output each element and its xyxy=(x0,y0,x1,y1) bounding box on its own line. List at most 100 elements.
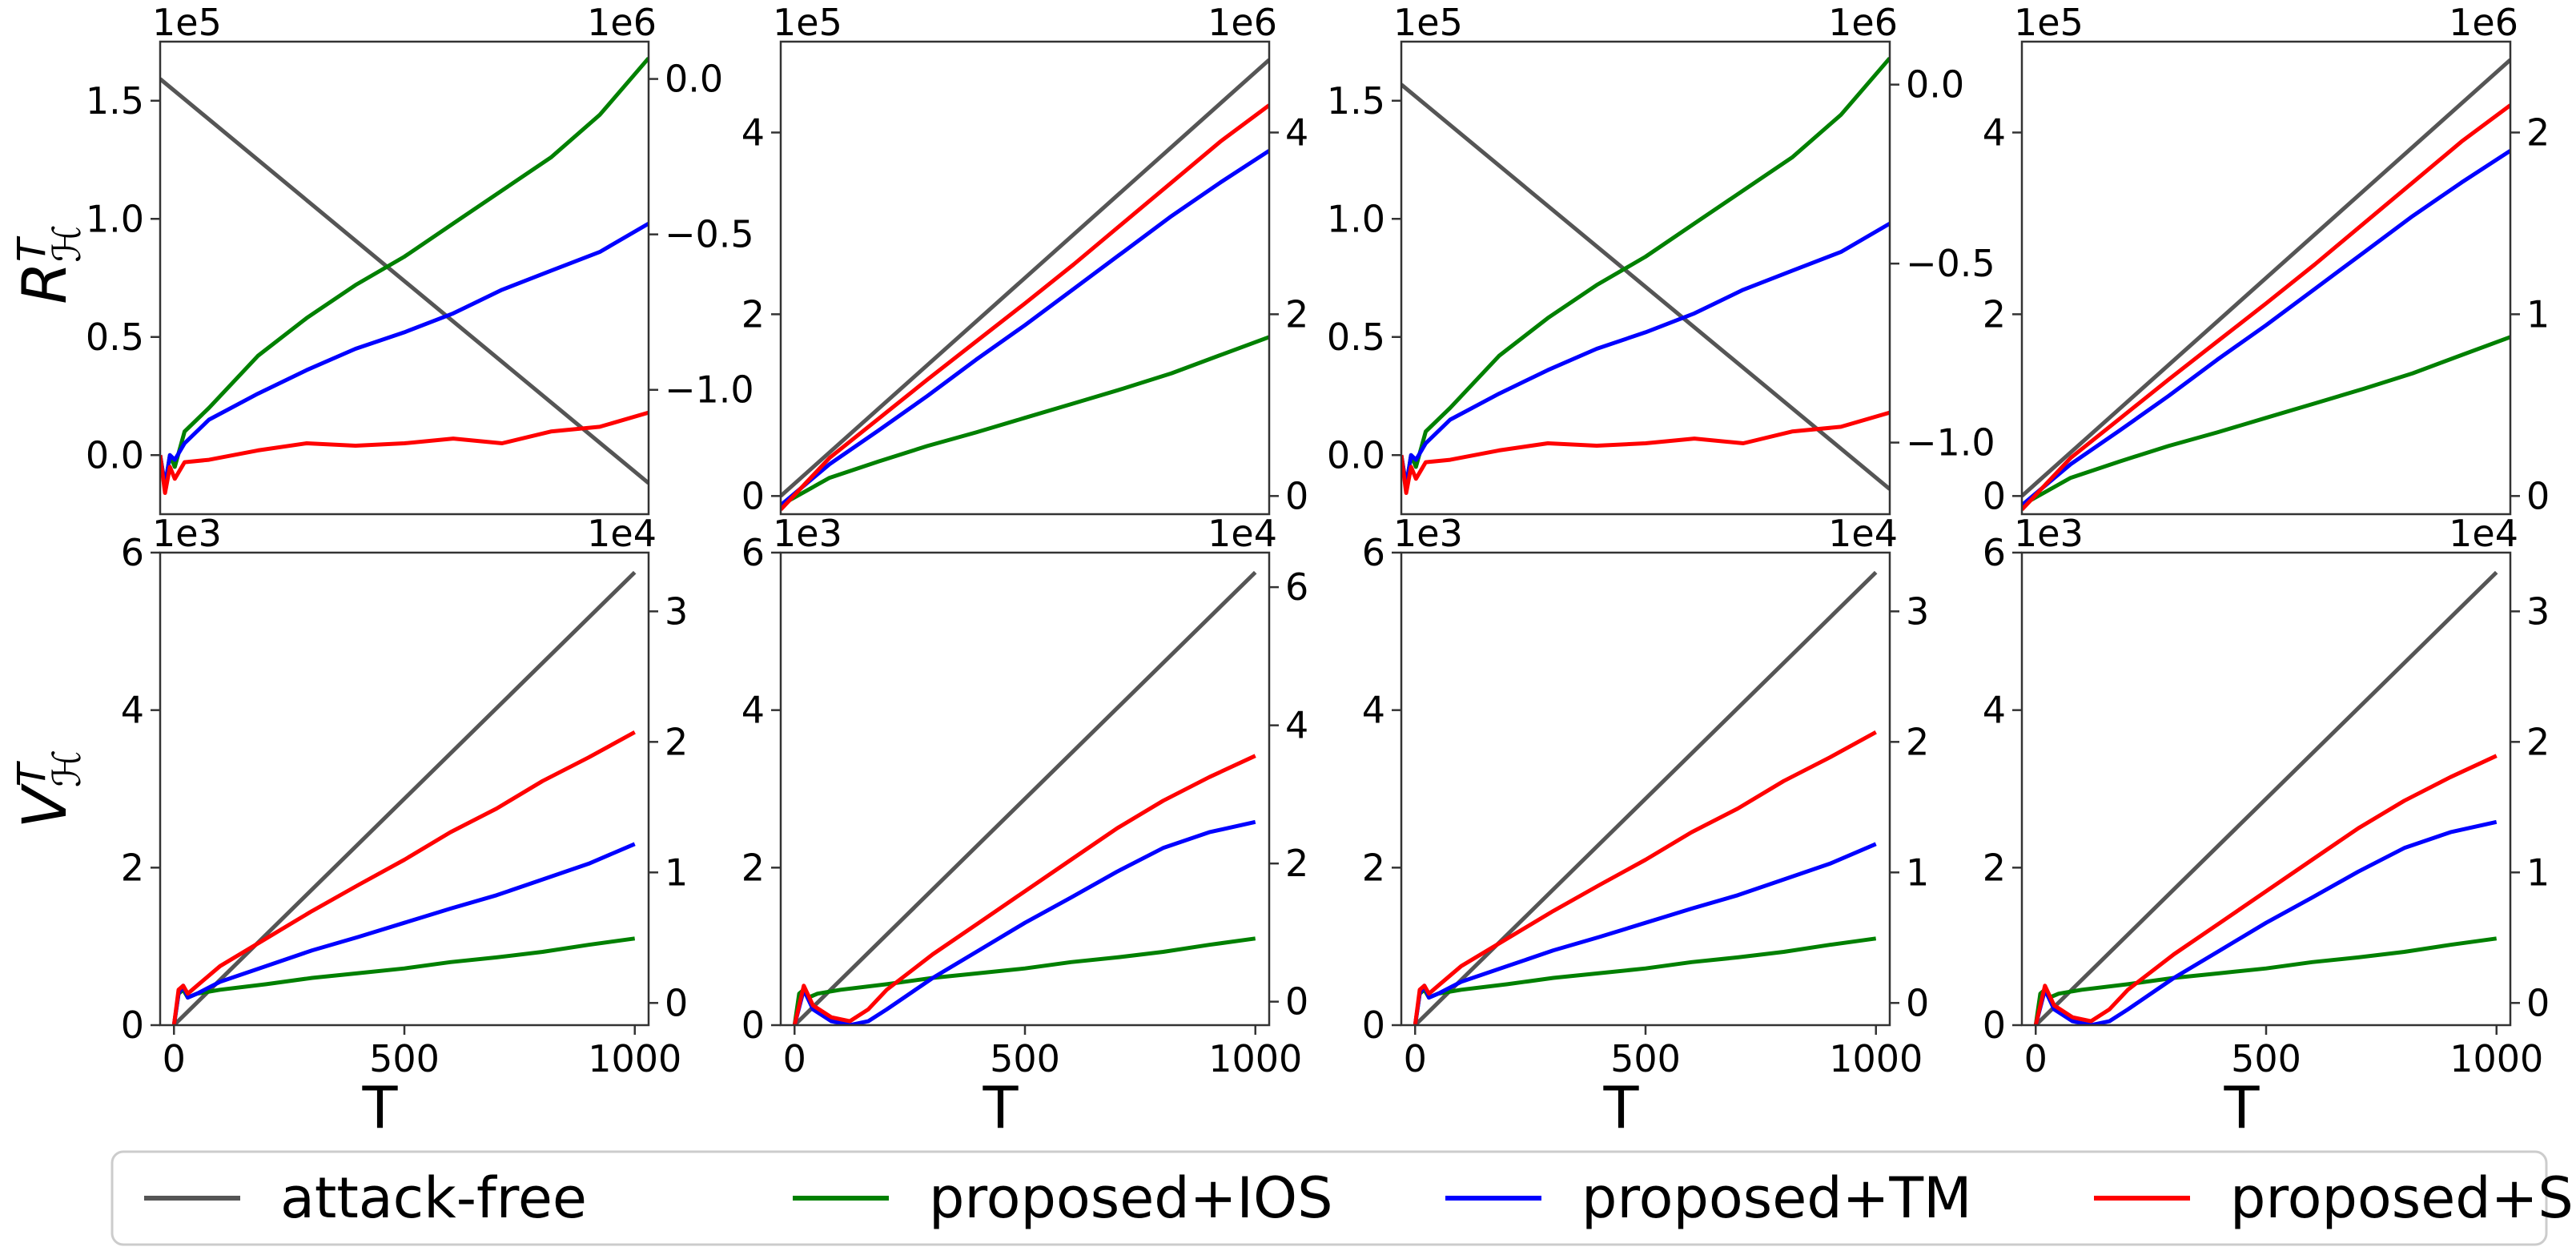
left-tick-label: 4 xyxy=(1983,111,2006,154)
chart-panel-7: 0 2 4 6 0 1 2 3 1e3 1e4 0 500 1000 T xyxy=(1362,512,1930,1141)
chart-panel-1: 0.0 0.5 1.0 1.5 0.0 −0.5 −1.0 1e5 1e6 xyxy=(86,1,754,516)
axes-frame xyxy=(2020,40,2512,516)
right-tick-label: 3 xyxy=(2526,589,2550,633)
series-line-attack-free xyxy=(2034,570,2498,1025)
x-tick-label: 500 xyxy=(990,1037,1060,1080)
right-scale-label: 1e4 xyxy=(1828,512,1898,555)
left-tick-label: 2 xyxy=(121,846,144,889)
right-scale-label: 1e4 xyxy=(1208,512,1277,555)
right-tick-label: 2 xyxy=(2526,111,2550,154)
left-tick-label: 4 xyxy=(1983,689,2006,732)
legend: attack-free proposed+IOS proposed+TM propos… xyxy=(111,1150,2576,1246)
left-tick-label: 2 xyxy=(741,846,765,889)
right-scale-label: 1e6 xyxy=(587,1,657,44)
x-tick-label: 0 xyxy=(1404,1037,1427,1080)
right-tick-label: 2 xyxy=(1285,292,1308,336)
right-scale-label: 1e6 xyxy=(1828,1,1898,44)
right-tick-label: 4 xyxy=(1285,704,1308,747)
left-tick-label: 0.0 xyxy=(86,433,144,477)
right-tick-label: −1.0 xyxy=(1906,421,1995,465)
series-line-proposed+TM xyxy=(2022,149,2510,507)
axes-frame xyxy=(1400,40,1891,516)
legend-label: proposed+TM xyxy=(1581,1165,1972,1231)
chart-panel-3: 0.0 0.5 1.0 1.5 0.0 −0.5 −1.0 1e5 1e6 xyxy=(1327,1,1995,516)
x-tick-label: 1000 xyxy=(588,1037,681,1080)
x-axis-label: T xyxy=(362,1074,399,1141)
series-line-proposed+SCC xyxy=(2033,754,2498,1025)
chart-panel-2: 0 2 4 0 2 4 1e5 1e6 xyxy=(741,1,1309,517)
x-tick-label: 500 xyxy=(2231,1037,2301,1080)
right-scale-label: 1e4 xyxy=(2449,512,2518,555)
series-line-proposed+IOS xyxy=(1401,56,1890,489)
legend-frame xyxy=(111,1150,2548,1246)
right-tick-label: 0.0 xyxy=(665,58,723,101)
x-axis-label: T xyxy=(2224,1074,2261,1141)
left-scale-label: 1e5 xyxy=(1393,1,1463,44)
right-tick-label: 0 xyxy=(2526,474,2550,517)
right-tick-label: 4 xyxy=(1285,111,1308,154)
legend-item-proposed+SCC: proposed+SCC xyxy=(2094,1165,2576,1231)
left-tick-label: 6 xyxy=(121,531,144,574)
row-label-bottom: VTℋ xyxy=(9,750,90,829)
right-tick-label: 1 xyxy=(2526,851,2550,894)
x-axis-label: T xyxy=(1603,1074,1640,1141)
left-tick-label: 1.0 xyxy=(1327,197,1385,240)
axes-frame xyxy=(2020,551,2512,1027)
series-line-proposed+TM xyxy=(781,149,1269,507)
row-label-top: RTℋ xyxy=(9,224,90,304)
left-tick-label: 0.0 xyxy=(1327,433,1385,477)
legend-item-attack-free: attack-free xyxy=(144,1165,587,1231)
right-tick-label: 0 xyxy=(1285,474,1308,517)
series-line-proposed+SCC xyxy=(792,754,1256,1025)
series-line-attack-free xyxy=(2022,58,2510,498)
x-tick-label: 1000 xyxy=(2449,1037,2543,1080)
x-tick-label: 500 xyxy=(1610,1037,1681,1080)
chart-panel-4: 0 2 4 0 1 2 1e5 1e6 xyxy=(1983,1,2550,517)
x-tick-label: 1000 xyxy=(1829,1037,1923,1080)
legend-item-proposed+TM: proposed+TM xyxy=(1445,1165,1972,1231)
left-tick-label: 2 xyxy=(1983,292,2006,336)
left-tick-label: 0 xyxy=(1983,474,2006,517)
plot-area xyxy=(1401,56,1890,495)
left-tick-label: 0 xyxy=(741,474,765,517)
plot-area xyxy=(2033,570,2498,1025)
legend-item-proposed+IOS: proposed+IOS xyxy=(793,1165,1333,1231)
plot-area xyxy=(781,58,1269,512)
series-line-proposed+TM xyxy=(1401,221,1890,489)
plot-area xyxy=(2022,58,2510,512)
series-line-proposed+SCC xyxy=(1413,730,1877,1025)
series-line-proposed+TM xyxy=(160,221,649,489)
series-line-attack-free xyxy=(793,570,1257,1025)
legend-label: proposed+IOS xyxy=(929,1165,1333,1231)
right-tick-label: 2 xyxy=(2526,720,2550,763)
x-axis-label: T xyxy=(983,1074,1019,1141)
left-tick-label: 0.5 xyxy=(1327,316,1385,359)
series-line-proposed+SCC xyxy=(160,410,649,495)
plot-area xyxy=(1413,570,1878,1025)
left-tick-label: 1.5 xyxy=(1327,79,1385,123)
left-tick-label: 2 xyxy=(741,292,765,336)
right-tick-label: 3 xyxy=(665,589,688,633)
series-line-attack-free xyxy=(781,58,1269,498)
left-scale-label: 1e3 xyxy=(152,512,222,555)
series-line-proposed+IOS xyxy=(2022,335,2510,507)
right-tick-label: 1 xyxy=(1906,851,1929,894)
left-tick-label: 6 xyxy=(1983,531,2006,574)
right-scale-label: 1e4 xyxy=(587,512,657,555)
x-tick-label: 500 xyxy=(369,1037,440,1080)
x-tick-label: 0 xyxy=(783,1037,806,1080)
axes-frame xyxy=(159,40,650,516)
right-tick-label: 2 xyxy=(1906,720,1929,763)
chart-panel-8: 0 2 4 6 0 1 2 3 1e3 1e4 0 500 1000 T xyxy=(1983,512,2550,1141)
series-line-proposed+SCC xyxy=(171,730,636,1025)
series-line-attack-free xyxy=(172,570,637,1025)
series-line-proposed+IOS xyxy=(781,335,1269,507)
chart-panel-5: 0 2 4 6 0 1 2 3 1e3 1e4 0 500 1000 T xyxy=(121,512,689,1141)
right-tick-label: 0.0 xyxy=(1906,63,1964,107)
right-tick-label: 0 xyxy=(2526,981,2550,1024)
plot-area xyxy=(171,570,637,1025)
left-tick-label: 0 xyxy=(1362,1004,1385,1047)
right-tick-label: 2 xyxy=(1285,842,1308,885)
